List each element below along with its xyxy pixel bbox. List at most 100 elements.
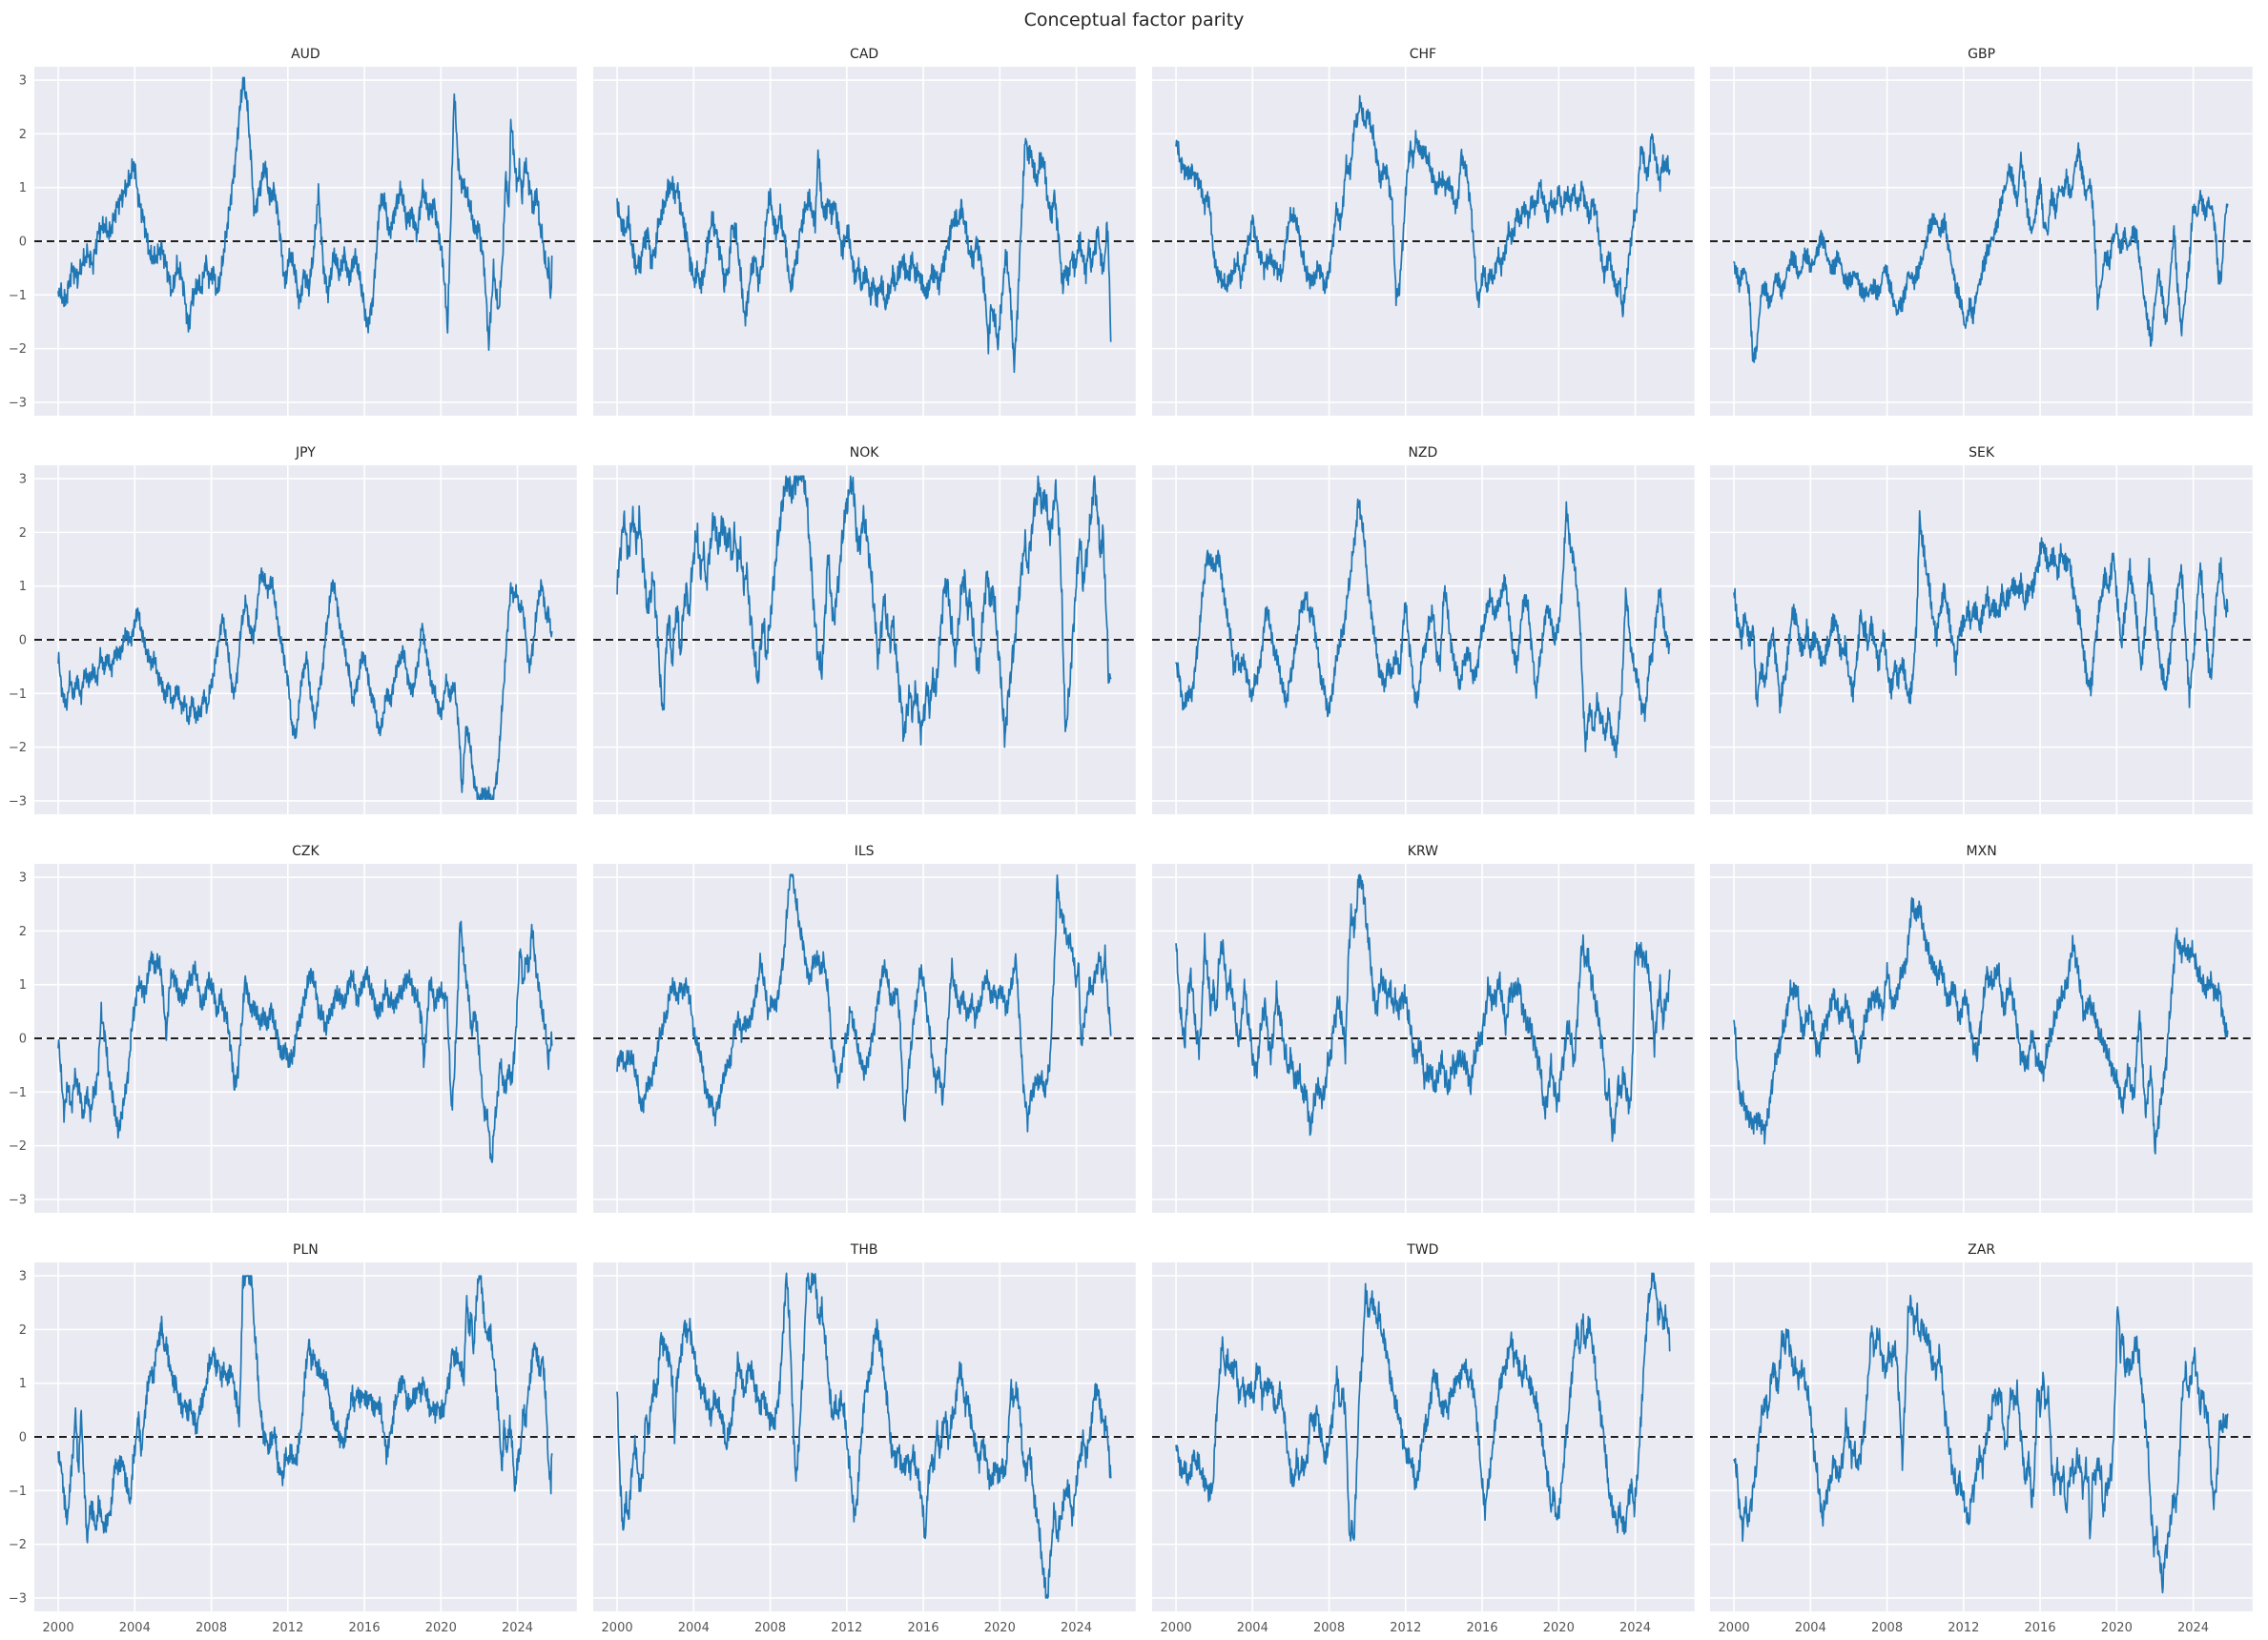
y-tick-label: −1 [9, 1086, 27, 1100]
y-tick-label: −1 [9, 1485, 27, 1499]
series-line-aud [57, 76, 553, 352]
series-line-mxn [1733, 896, 2229, 1155]
x-tick-label: 2008 [196, 1621, 227, 1635]
x-tick-label: 2004 [1795, 1621, 1826, 1635]
plot-area-cad [592, 67, 1136, 416]
y-tick-label: 1 [19, 1377, 27, 1391]
x-tick-label: 2024 [1619, 1621, 1651, 1635]
y-tick-label: 3 [19, 1270, 27, 1284]
y-tick-label: 3 [19, 74, 27, 89]
subplot-title: NOK [849, 445, 879, 461]
y-tick-label: −2 [9, 1538, 27, 1552]
x-tick-label: 2000 [1160, 1621, 1191, 1635]
subplot-title: CZK [292, 844, 320, 859]
plot-area-czk: 3 2 1 0 −1 −2 −3 [9, 864, 577, 1213]
x-tick-label: 2000 [43, 1621, 74, 1635]
plot-area-pln: 3 2 1 0 −1 −2 −3 2000 2004 2008 2012 2016 2020 2024 [9, 1262, 577, 1635]
plot-area-nzd [1151, 465, 1695, 814]
subplot-title: THB [850, 1242, 878, 1258]
y-tick-label: −1 [9, 687, 27, 702]
x-tick-label: 2024 [502, 1621, 533, 1635]
y-tick-label: −2 [9, 741, 27, 755]
subplot-czk: CZK 3 2 1 0 −1 −2 −3 [9, 841, 577, 1213]
plot-area-twd: 2000 2004 2008 2012 2016 2020 2024 [1151, 1262, 1695, 1635]
y-tick-label: −2 [9, 1139, 27, 1154]
subplot-mxn: MXN [1710, 841, 2253, 1213]
subplot-title: ILS [854, 844, 875, 859]
subplot-grid: AUD 3 2 1 0 −1 −2 −3 CAD CHF GBP JPY 3 2 1 0 −1 −2 −3 NOK NZ… [9, 44, 2253, 1635]
series-line-thb [615, 1272, 1112, 1599]
y-tick-label: 3 [19, 871, 27, 886]
x-tick-label: 2020 [425, 1621, 457, 1635]
x-tick-label: 2012 [831, 1621, 862, 1635]
series-line-jpy [57, 566, 553, 801]
subplot-chf: CHF [1151, 44, 1695, 416]
figure-title: Conceptual factor parity [1023, 10, 1245, 31]
y-tick-label: −2 [9, 342, 27, 357]
series-line-twd [1174, 1272, 1671, 1542]
series-line-sek [1733, 509, 2229, 714]
plot-area-mxn [1710, 864, 2253, 1213]
series-line-gbp [1733, 142, 2229, 363]
series-line-krw [1174, 873, 1671, 1142]
y-tick-label: 1 [19, 978, 27, 993]
y-tick-label: −3 [9, 396, 27, 410]
subplot-aud: AUD 3 2 1 0 −1 −2 −3 [9, 44, 577, 416]
subplot-title: KRW [1407, 844, 1438, 859]
subplot-title: SEK [1969, 445, 1995, 461]
y-tick-label: 0 [19, 1430, 27, 1445]
series-line-nzd [1174, 498, 1671, 759]
x-tick-label: 2016 [2025, 1621, 2056, 1635]
x-tick-label: 2016 [907, 1621, 938, 1635]
x-tick-label: 2008 [754, 1621, 786, 1635]
subplot-title: CHF [1409, 47, 1437, 62]
y-tick-label: 3 [19, 473, 27, 487]
subplot-title: AUD [291, 47, 320, 62]
subplot-thb: THB 2000 2004 2008 2012 2016 2020 2024 [592, 1240, 1136, 1635]
subplot-title: JPY [295, 445, 316, 461]
y-tick-label: 0 [19, 1032, 27, 1046]
series-line-pln [57, 1275, 553, 1544]
subplot-title: CAD [850, 47, 879, 62]
plot-area-gbp [1710, 67, 2253, 416]
x-tick-label: 2012 [1390, 1621, 1421, 1635]
x-tick-label: 2020 [1542, 1621, 1574, 1635]
plot-area-chf [1151, 67, 1695, 416]
y-tick-label: 1 [19, 181, 27, 195]
x-tick-label: 2020 [984, 1621, 1016, 1635]
subplot-title: MXN [1966, 844, 1997, 859]
y-tick-label: 2 [19, 526, 27, 541]
y-tick-label: −3 [9, 1193, 27, 1207]
subplot-title: TWD [1407, 1242, 1439, 1258]
series-line-zar [1733, 1294, 2229, 1594]
x-tick-label: 2024 [2177, 1621, 2209, 1635]
x-tick-label: 2012 [1948, 1621, 1980, 1635]
subplot-title: PLN [293, 1242, 319, 1258]
x-tick-label: 2004 [1236, 1621, 1268, 1635]
plot-area-zar: 2000 2004 2008 2012 2016 2020 2024 [1710, 1262, 2253, 1635]
x-tick-label: 2012 [272, 1621, 303, 1635]
x-tick-label: 2024 [1061, 1621, 1092, 1635]
x-tick-label: 2000 [601, 1621, 632, 1635]
plot-area-krw [1151, 864, 1695, 1213]
subplot-nzd: NZD [1151, 442, 1695, 814]
x-tick-label: 2016 [349, 1621, 381, 1635]
subplot-ils: ILS [592, 841, 1136, 1213]
x-tick-label: 2008 [1313, 1621, 1345, 1635]
subplot-cad: CAD [592, 44, 1136, 416]
series-line-chf [1174, 94, 1671, 318]
plot-area-thb: 2000 2004 2008 2012 2016 2020 2024 [592, 1262, 1136, 1635]
plot-area-aud: 3 2 1 0 −1 −2 −3 [9, 67, 577, 416]
plot-area-jpy: 3 2 1 0 −1 −2 −3 [9, 465, 577, 814]
x-tick-label: 2008 [1871, 1621, 1903, 1635]
y-tick-label: −3 [9, 1591, 27, 1606]
y-tick-label: 0 [19, 633, 27, 647]
y-tick-label: 0 [19, 235, 27, 249]
subplot-nok: NOK [592, 442, 1136, 814]
plot-area-sek [1710, 465, 2253, 814]
plot-area-ils [592, 864, 1136, 1213]
series-line-czk [57, 920, 553, 1163]
y-tick-label: 2 [19, 128, 27, 142]
x-tick-label: 2000 [1719, 1621, 1750, 1635]
